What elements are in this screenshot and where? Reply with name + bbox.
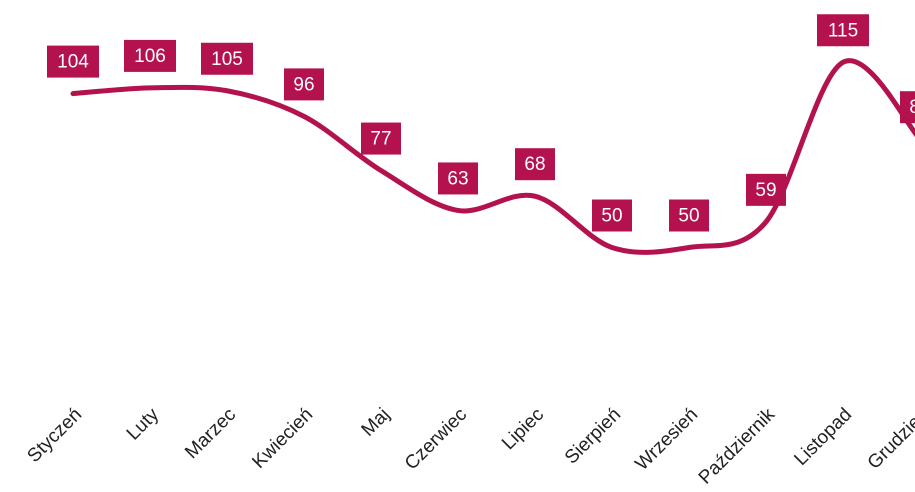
value-label-box bbox=[284, 68, 324, 101]
value-label: 50 bbox=[601, 206, 622, 227]
value-label-box bbox=[592, 199, 632, 232]
x-tick-label: Maj bbox=[358, 404, 395, 441]
x-label-group: Marzec bbox=[181, 404, 240, 463]
x-tick-label: Lipiec bbox=[498, 404, 548, 454]
value-label-box bbox=[817, 14, 869, 47]
value-label: 68 bbox=[524, 154, 545, 175]
x-label-group: Wrzesień bbox=[631, 404, 702, 475]
x-tick-label: Kwiecień bbox=[248, 404, 317, 473]
x-tick-label: Czerwiec bbox=[401, 404, 471, 474]
value-label: 50 bbox=[678, 206, 699, 227]
x-label-group: Listopad bbox=[790, 404, 856, 470]
value-label-box bbox=[47, 45, 99, 78]
x-tick-label: Styczeń bbox=[23, 404, 86, 467]
x-tick-label: Październik bbox=[695, 404, 780, 489]
value-label-box bbox=[669, 199, 709, 232]
x-label-group: Sierpień bbox=[561, 404, 625, 468]
x-tick-label: Sierpień bbox=[561, 404, 625, 468]
value-label: 115 bbox=[828, 20, 858, 41]
line bbox=[70, 58, 915, 255]
value-label-box bbox=[438, 162, 478, 195]
value-label-box bbox=[900, 91, 915, 124]
value-label: 106 bbox=[134, 46, 166, 67]
value-label: 63 bbox=[447, 168, 468, 189]
value-label: 77 bbox=[370, 129, 391, 150]
x-label-group: Maj bbox=[358, 404, 395, 441]
value-label-box bbox=[124, 39, 176, 72]
value-label-box bbox=[361, 122, 401, 155]
x-tick-label: Luty bbox=[123, 404, 164, 445]
x-label-group: Lipiec bbox=[498, 404, 548, 454]
x-label-group: Październik bbox=[695, 404, 780, 489]
value-label: 96 bbox=[293, 74, 314, 95]
x-tick-label: Wrzesień bbox=[631, 404, 702, 475]
x-label-group: Czerwiec bbox=[401, 404, 471, 474]
value-label: 105 bbox=[211, 49, 243, 70]
x-tick-label: Grudzień bbox=[864, 404, 915, 473]
value-label: 104 bbox=[57, 52, 89, 73]
value-label: 59 bbox=[755, 180, 776, 201]
x-label-group: Styczeń bbox=[23, 404, 86, 467]
value-label-box bbox=[201, 42, 253, 75]
x-tick-label: Listopad bbox=[790, 404, 856, 470]
x-label-group: Grudzień bbox=[864, 404, 915, 473]
value-label: 88 bbox=[909, 97, 915, 118]
x-label-group: Kwiecień bbox=[248, 404, 317, 473]
value-label-box bbox=[515, 148, 555, 181]
x-tick-label: Marzec bbox=[181, 404, 240, 463]
value-label-box bbox=[746, 173, 786, 206]
x-label-group: Luty bbox=[123, 404, 164, 445]
